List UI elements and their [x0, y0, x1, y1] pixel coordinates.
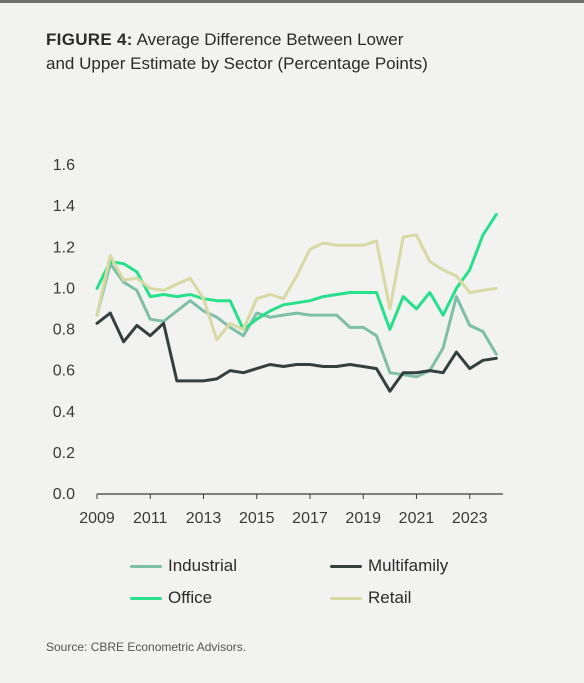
legend-swatch-multifamily	[330, 564, 362, 568]
legend-label-industrial: Industrial	[168, 556, 237, 575]
x-tick-label: 2019	[345, 510, 381, 527]
y-tick-label: 1.6	[53, 157, 75, 174]
series-line-multifamily	[95, 311, 498, 393]
x-tick-label: 2023	[452, 510, 488, 527]
figure-title-line2: and Upper Estimate by Sector (Percentage…	[46, 54, 428, 73]
legend-label-office: Office	[168, 588, 213, 607]
figure-label: FIGURE 4:	[46, 30, 133, 49]
legend-swatch-industrial	[130, 564, 162, 568]
legend-item-retail: Retail	[330, 587, 411, 609]
legend-label-retail: Retail	[368, 588, 412, 607]
y-tick-label: 1.2	[53, 239, 75, 256]
x-axis: 2009 2011 2013 2015 2017 2019 2021 2023	[79, 493, 503, 527]
y-axis: 0.0 0.2 0.4 0.6 0.8 1.0 1.2 1.4 1.6	[53, 157, 75, 503]
figure-title: FIGURE 4: Average Difference Between Low…	[46, 28, 566, 76]
legend: Industrial Multifamily Office Retail	[130, 555, 550, 615]
figure-title-line1: Average Difference Between Lower	[136, 30, 404, 49]
legend-swatch-office	[130, 596, 162, 600]
y-tick-label: 0.0	[53, 486, 75, 503]
legend-label-multifamily: Multifamily	[368, 556, 449, 575]
legend-item-industrial: Industrial	[130, 555, 237, 577]
series-layer	[95, 212, 498, 393]
legend-item-multifamily: Multifamily	[330, 555, 448, 577]
series-line-retail	[95, 233, 498, 342]
legend-item-office: Office	[130, 587, 212, 609]
series-line-industrial	[95, 262, 498, 379]
x-tick-label: 2013	[186, 510, 222, 527]
x-tick-label: 2011	[133, 510, 168, 527]
legend-swatch-retail	[330, 596, 362, 600]
x-tick-label: 2015	[239, 510, 275, 527]
y-tick-label: 0.4	[53, 404, 75, 421]
x-tick-label: 2021	[399, 510, 435, 527]
source-note: Source: CBRE Econometric Advisors.	[46, 640, 247, 654]
y-tick-label: 0.8	[53, 322, 75, 339]
x-tick-label: 2017	[292, 510, 328, 527]
top-rule	[0, 0, 584, 3]
y-tick-label: 1.4	[53, 198, 75, 215]
y-tick-label: 1.0	[53, 280, 75, 297]
y-tick-label: 0.6	[53, 363, 75, 380]
series-line-office	[95, 212, 498, 331]
y-tick-label: 0.2	[53, 445, 75, 462]
x-tick-label: 2009	[79, 510, 115, 527]
